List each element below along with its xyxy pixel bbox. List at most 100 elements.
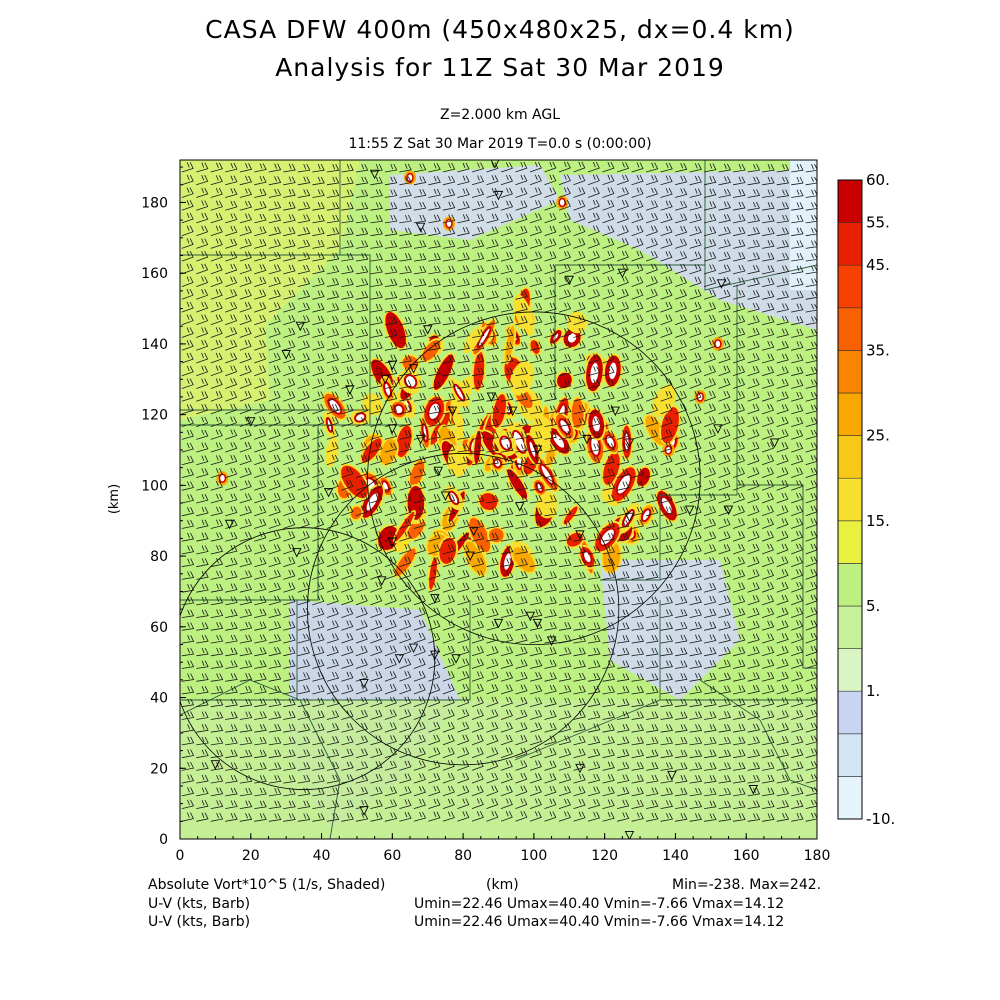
wind-barb bbox=[254, 570, 267, 580]
wind-barb bbox=[587, 685, 601, 695]
wind-barb bbox=[587, 584, 601, 593]
wind-barb bbox=[196, 787, 209, 797]
wind-barb bbox=[732, 608, 746, 618]
vort-blob-core bbox=[535, 482, 544, 493]
wind-barb bbox=[486, 354, 499, 364]
colorbar-swatch bbox=[837, 520, 863, 564]
wind-barb bbox=[587, 520, 601, 529]
wind-barb bbox=[384, 569, 397, 580]
wind-barb bbox=[500, 507, 514, 517]
wind-barb bbox=[181, 174, 194, 186]
wind-barb bbox=[341, 581, 354, 593]
wind-barb bbox=[776, 227, 790, 237]
wind-barb bbox=[486, 200, 499, 211]
wind-barb bbox=[196, 340, 209, 351]
wind-barb bbox=[486, 213, 499, 224]
wind-barb bbox=[370, 278, 383, 287]
wind-barb bbox=[544, 328, 557, 338]
wind-barb bbox=[225, 276, 238, 287]
wind-barb bbox=[239, 531, 252, 542]
wind-barb bbox=[297, 441, 310, 453]
station-marker bbox=[723, 505, 734, 516]
wind-barb bbox=[297, 633, 310, 644]
wind-barb bbox=[747, 620, 760, 631]
wind-barb bbox=[399, 367, 412, 377]
wind-barb bbox=[617, 558, 630, 568]
wind-barb bbox=[762, 761, 775, 771]
station-marker bbox=[575, 530, 585, 540]
wind-barb bbox=[384, 214, 398, 224]
wind-barb bbox=[297, 467, 310, 478]
wind-barb bbox=[254, 685, 267, 695]
station-marker bbox=[716, 279, 727, 289]
wind-barb bbox=[283, 480, 296, 491]
wind-barb bbox=[225, 583, 238, 593]
x-tick-label: 120 bbox=[591, 848, 618, 864]
wind-barb bbox=[210, 570, 224, 580]
wind-barb bbox=[268, 467, 281, 478]
wind-barb bbox=[645, 200, 659, 211]
wind-barb bbox=[660, 673, 674, 682]
wind-barb bbox=[297, 813, 311, 822]
wind-barb bbox=[268, 698, 282, 708]
wind-barb bbox=[732, 621, 746, 631]
wind-barb bbox=[703, 531, 717, 542]
wind-barb bbox=[283, 646, 296, 657]
wind-barb bbox=[573, 289, 586, 300]
wind-barb bbox=[631, 200, 644, 211]
wind-barb bbox=[370, 303, 383, 313]
colorbar-label: 15. bbox=[866, 512, 890, 530]
wind-barb bbox=[631, 417, 644, 427]
wind-barb bbox=[326, 710, 340, 720]
wind-barb bbox=[384, 696, 397, 708]
wind-barb bbox=[297, 290, 311, 300]
wind-barb bbox=[529, 341, 543, 351]
wind-barb bbox=[399, 506, 412, 517]
wind-barb bbox=[762, 697, 775, 708]
wind-barb bbox=[268, 188, 282, 198]
wind-barb bbox=[370, 671, 383, 682]
wind-barb bbox=[210, 327, 223, 338]
wind-barb bbox=[399, 291, 412, 300]
wind-barb bbox=[457, 570, 470, 580]
wind-barb bbox=[239, 557, 252, 568]
region-green-s bbox=[180, 700, 817, 839]
wind-barb bbox=[268, 416, 281, 427]
wind-barb bbox=[660, 519, 673, 529]
wind-barb bbox=[515, 341, 528, 351]
wind-barb bbox=[718, 441, 731, 453]
wind-barb bbox=[486, 595, 499, 606]
wind-barb bbox=[486, 290, 499, 300]
wind-barb bbox=[674, 365, 687, 377]
wind-barb bbox=[442, 658, 455, 669]
wind-barb bbox=[181, 225, 194, 237]
wind-barb bbox=[341, 467, 354, 478]
wind-barb bbox=[254, 226, 267, 237]
wind-barb bbox=[471, 608, 485, 618]
wind-barb bbox=[210, 468, 223, 478]
wind-barb bbox=[646, 545, 659, 555]
wind-barb bbox=[733, 201, 746, 211]
wind-barb bbox=[718, 251, 731, 262]
wind-barb bbox=[703, 454, 716, 466]
wind-barb bbox=[225, 800, 238, 809]
wind-barb bbox=[544, 520, 558, 529]
wind-barb bbox=[573, 238, 586, 249]
wind-barb bbox=[573, 698, 586, 708]
wind-barb bbox=[602, 812, 615, 822]
wind-barb bbox=[457, 620, 470, 631]
wind-barb bbox=[428, 227, 441, 237]
wind-barb bbox=[718, 557, 731, 568]
wind-barb bbox=[268, 226, 282, 237]
wind-barb bbox=[428, 456, 441, 466]
wind-barb bbox=[457, 418, 470, 427]
wind-barb bbox=[674, 519, 688, 529]
wind-barb bbox=[399, 417, 412, 427]
wind-barb bbox=[689, 749, 703, 759]
wind-barb bbox=[645, 238, 658, 249]
wind-barb bbox=[631, 162, 644, 173]
wind-barb bbox=[399, 735, 412, 746]
wind-barb bbox=[312, 813, 325, 822]
wind-barb bbox=[573, 710, 586, 720]
wind-barb bbox=[747, 492, 760, 504]
